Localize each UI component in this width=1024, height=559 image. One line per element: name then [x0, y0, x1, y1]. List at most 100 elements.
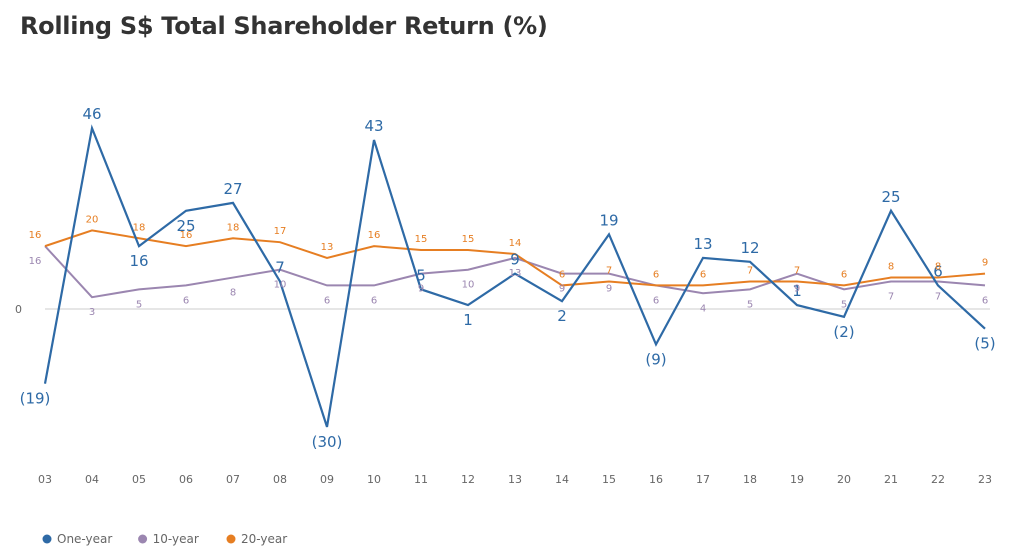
legend-label: 10-year: [153, 532, 199, 546]
data-label-10-year: 6: [653, 295, 659, 306]
x-tick-label: 23: [978, 473, 992, 486]
data-label-20-year: 13: [321, 242, 334, 253]
data-label-20-year: 8: [935, 262, 941, 273]
data-label-20-year: 7: [606, 265, 612, 276]
legend-item-10-year[interactable]: 10-year: [138, 532, 199, 546]
data-label-20-year: 6: [653, 269, 659, 280]
data-label-one-year: 25: [176, 217, 195, 235]
data-label-one-year: 1: [463, 311, 473, 329]
x-tick-label: 09: [320, 473, 334, 486]
x-tick-label: 15: [602, 473, 616, 486]
data-label-10-year: 7: [935, 291, 941, 302]
data-label-20-year: 6: [841, 269, 847, 280]
data-label-10-year: 8: [230, 288, 236, 299]
data-label-one-year: 25: [881, 188, 900, 206]
data-label-10-year: 4: [700, 303, 706, 314]
data-label-10-year: 6: [183, 295, 189, 306]
x-axis-ticks: 03 04 05 06 07 08 09 10 11 12 13 14 15 16 17 18 19 20 21 22…: [38, 473, 992, 486]
data-label-20-year: 14: [509, 238, 522, 249]
data-label-10-year: 9: [559, 284, 565, 295]
data-label-10-year: 5: [841, 299, 847, 310]
data-label-20-year: 20: [86, 214, 99, 225]
data-label-one-year: 27: [223, 180, 242, 198]
data-label-20-year: 6: [700, 269, 706, 280]
x-tick-label: 05: [132, 473, 146, 486]
data-label-10-year: 16: [29, 256, 42, 267]
data-label-10-year: 6: [324, 295, 330, 306]
data-label-one-year: 1: [792, 282, 802, 300]
data-label-one-year: (2): [833, 323, 854, 341]
x-tick-label: 13: [508, 473, 522, 486]
data-label-20-year: 9: [982, 258, 988, 269]
data-label-one-year: (30): [312, 433, 343, 451]
data-label-20-year: 16: [368, 230, 381, 241]
data-label-one-year: (19): [20, 390, 51, 408]
data-label-20-year: 16: [180, 230, 193, 241]
data-label-20-year: 15: [462, 234, 475, 245]
data-label-10-year: 10: [274, 280, 287, 291]
x-tick-label: 08: [273, 473, 287, 486]
x-tick-label: 18: [743, 473, 757, 486]
x-tick-label: 22: [931, 473, 945, 486]
data-label-10-year: 6: [982, 295, 988, 306]
legend-marker: [42, 534, 52, 544]
data-label-one-year: (5): [974, 335, 995, 353]
data-label-10-year: 5: [136, 299, 142, 310]
legend-marker: [138, 534, 148, 544]
x-tick-label: 12: [461, 473, 475, 486]
data-label-10-year: 7: [888, 291, 894, 302]
data-label-one-year: 5: [416, 266, 426, 284]
x-tick-label: 17: [696, 473, 710, 486]
x-tick-label: 14: [555, 473, 569, 486]
x-tick-label: 20: [837, 473, 851, 486]
data-label-one-year: 6: [933, 262, 943, 280]
data-label-one-year: 9: [510, 251, 520, 269]
legend-label: 20-year: [241, 532, 287, 546]
data-label-10-year: 9: [606, 284, 612, 295]
x-tick-label: 07: [226, 473, 240, 486]
legend-label: One-year: [57, 532, 112, 546]
data-label-one-year: 19: [599, 211, 618, 229]
data-label-10-year: 9: [794, 284, 800, 295]
x-tick-label: 03: [38, 473, 52, 486]
x-tick-label: 21: [884, 473, 898, 486]
x-tick-label: 06: [179, 473, 193, 486]
legend-item-20-year[interactable]: 20-year: [226, 532, 288, 546]
legend-item-one-year[interactable]: One-year: [42, 532, 113, 546]
series-layer: [43, 124, 986, 428]
data-label-one-year: 46: [82, 105, 101, 123]
data-label-20-year: 17: [274, 226, 287, 237]
data-label-one-year: 2: [557, 307, 567, 325]
x-tick-label: 11: [414, 473, 428, 486]
legend[interactable]: One-year 10-year 20-year: [42, 532, 288, 546]
data-label-one-year: (9): [645, 350, 666, 368]
series-line-20-year: [44, 229, 986, 287]
x-tick-label: 10: [367, 473, 381, 486]
data-label-10-year: 10: [462, 280, 475, 291]
data-label-one-year: 13: [693, 235, 712, 253]
x-tick-label: 04: [85, 473, 99, 486]
data-label-10-year: 9: [418, 284, 424, 295]
data-label-10-year: 6: [371, 295, 377, 306]
data-label-20-year: 7: [747, 265, 753, 276]
data-label-20-year: 16: [29, 230, 42, 241]
series-line-one-year: [43, 124, 986, 428]
data-label-one-year: 7: [275, 258, 285, 276]
x-tick-label: 16: [649, 473, 663, 486]
data-label-10-year: 3: [89, 307, 95, 318]
data-label-one-year: 16: [129, 252, 148, 270]
zero-axis-label: 0: [15, 303, 22, 316]
x-tick-label: 19: [790, 473, 804, 486]
data-label-20-year: 6: [559, 269, 565, 280]
data-label-10-year: 5: [747, 299, 753, 310]
legend-marker: [226, 534, 236, 544]
data-label-20-year: 18: [133, 222, 146, 233]
data-label-one-year: 43: [364, 117, 383, 135]
data-label-20-year: 15: [415, 234, 428, 245]
data-label-20-year: 7: [794, 265, 800, 276]
data-label-20-year: 8: [888, 262, 894, 273]
data-label-one-year: 12: [740, 239, 759, 257]
chart-title: Rolling S$ Total Shareholder Return (%): [20, 12, 548, 40]
